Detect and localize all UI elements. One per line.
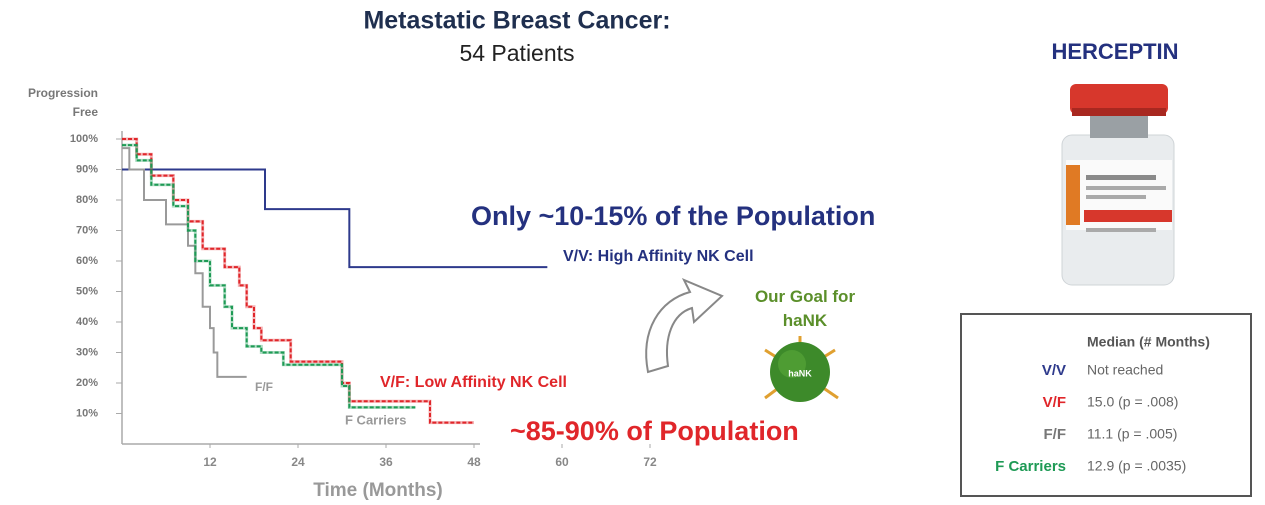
table-row-value: 11.1 (p = .005) [1087, 426, 1177, 442]
x-tick-label: 24 [291, 455, 305, 469]
table-row-label: V/V [1042, 362, 1066, 379]
y-tick-label: 40% [76, 316, 98, 328]
y-tick-label: 90% [76, 163, 98, 175]
series-label: V/F: Low Affinity NK Cell [380, 374, 567, 391]
y-tick-label: 20% [76, 377, 98, 389]
x-tick-label: 60 [555, 455, 569, 469]
y-tick-label: 80% [76, 194, 98, 206]
y-tick-label: 60% [76, 255, 98, 267]
y-axis-label: Progression Free [0, 84, 98, 122]
table-row-value: 12.9 (p = .0035) [1087, 458, 1186, 474]
annotation: ~85-90% of Population [510, 416, 799, 446]
cell-label: haNK [788, 368, 812, 378]
page: {"chart_data": { "type": "line", "title"… [0, 0, 1265, 505]
y-tick-label: 50% [76, 285, 98, 297]
table-header: Median (# Months) [1087, 334, 1210, 350]
series-label: V/V: High Affinity NK Cell [563, 248, 754, 265]
y-tick-label: 30% [76, 346, 98, 358]
chart-subtitle: 54 Patients [459, 40, 574, 66]
x-axis-label: Time (Months) [313, 480, 442, 501]
goal-annotation: Our Goal for haNK [740, 285, 870, 333]
arrow [646, 280, 722, 372]
chart-title: Metastatic Breast Cancer: [363, 7, 670, 35]
x-tick-label: 12 [203, 455, 217, 469]
table-row-label: F Carriers [995, 458, 1066, 475]
annotation: Only ~10-15% of the Population [471, 201, 875, 231]
table-row-label: V/F [1043, 394, 1066, 411]
x-tick-label: 36 [379, 455, 393, 469]
slide: haNK Metastatic Breast Cancer: 54 Patien… [0, 0, 1265, 505]
herceptin-title: HERCEPTIN [1051, 39, 1178, 64]
table-row-value: Not reached [1087, 362, 1163, 378]
table-row-value: 15.0 (p = .008) [1087, 394, 1178, 410]
table-row-label: F/F [1044, 426, 1067, 443]
herceptin-vial [1062, 84, 1174, 285]
series-label: F/F [255, 380, 273, 394]
hank-cell: haNK [765, 336, 838, 402]
survival-curve [122, 148, 247, 377]
series-label: F Carriers [345, 412, 406, 427]
y-tick-label: 70% [76, 224, 98, 236]
x-tick-label: 72 [643, 455, 657, 469]
y-tick-label: 100% [70, 133, 98, 145]
y-tick-label: 10% [76, 407, 98, 419]
curve-underlay [122, 145, 415, 407]
x-tick-label: 48 [467, 455, 481, 469]
